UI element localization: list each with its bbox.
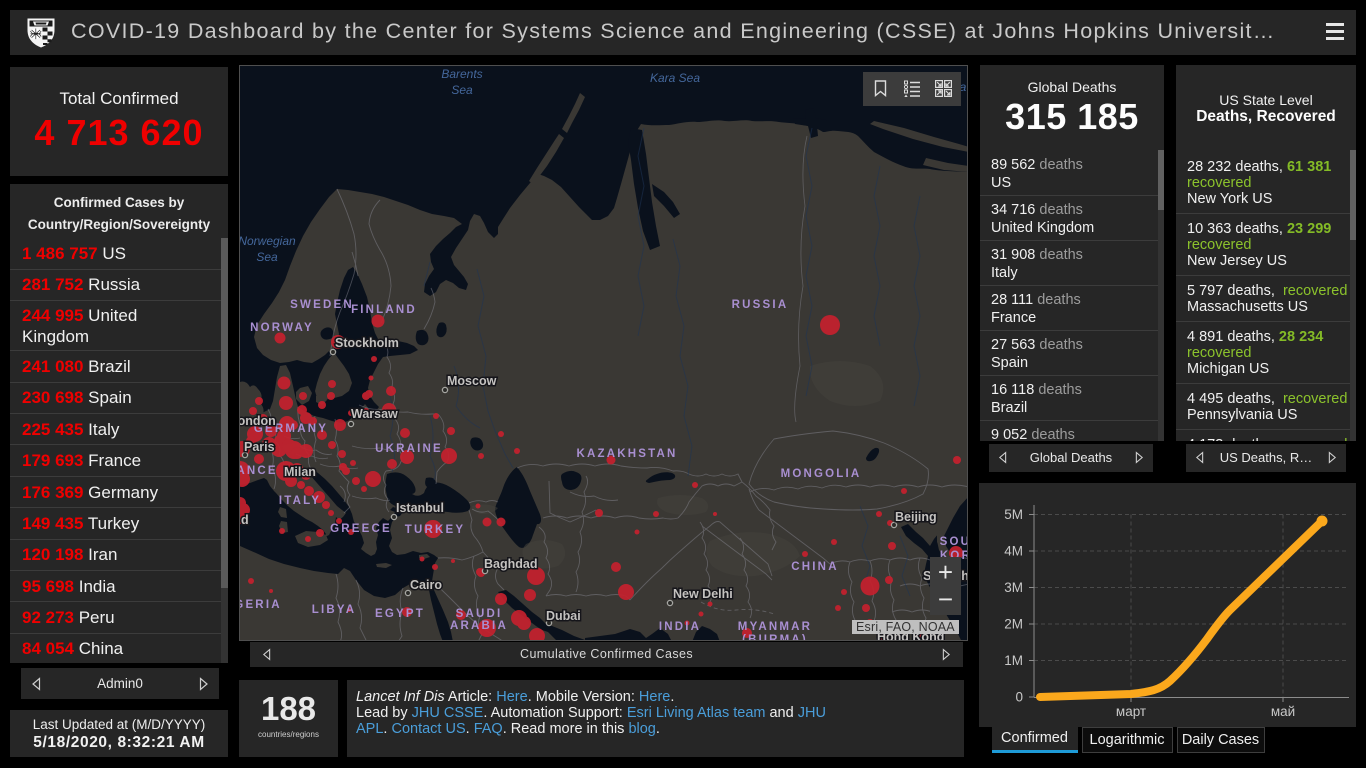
svg-text:London: London xyxy=(240,414,276,428)
svg-text:Sea: Sea xyxy=(451,83,473,97)
svg-text:NORWAY: NORWAY xyxy=(250,322,314,334)
svg-text:2M: 2M xyxy=(1004,617,1023,632)
svg-text:Beijing: Beijing xyxy=(895,510,937,524)
svg-text:d: d xyxy=(241,513,249,527)
svg-text:Moscow: Moscow xyxy=(447,374,497,388)
svg-text:март: март xyxy=(1116,704,1146,719)
svg-text:SAUDI: SAUDI xyxy=(456,608,503,620)
svg-text:Kara Sea: Kara Sea xyxy=(650,71,700,85)
svg-text:ARABIA: ARABIA xyxy=(450,620,508,632)
svg-text:Barents: Barents xyxy=(441,67,482,81)
svg-text:RUSSIA: RUSSIA xyxy=(732,299,789,311)
svg-text:TURKEY: TURKEY xyxy=(405,524,465,536)
svg-text:EGYPT: EGYPT xyxy=(375,608,425,620)
svg-text:Stockholm: Stockholm xyxy=(335,336,399,350)
svg-text:GERMANY: GERMANY xyxy=(254,423,328,435)
svg-text:KAZAKHSTAN: KAZAKHSTAN xyxy=(576,448,677,460)
svg-text:Dubai: Dubai xyxy=(546,609,581,623)
svg-text:Hong Kong: Hong Kong xyxy=(877,630,944,641)
svg-text:MYANMAR: MYANMAR xyxy=(738,621,812,633)
svg-text:(BURMA): (BURMA) xyxy=(742,634,808,641)
svg-text:INDIA: INDIA xyxy=(659,621,701,633)
svg-text:GREECE: GREECE xyxy=(330,523,392,535)
svg-text:GERIA: GERIA xyxy=(240,599,282,611)
svg-text:a: a xyxy=(960,80,967,94)
svg-text:New Delhi: New Delhi xyxy=(673,587,733,601)
svg-text:5M: 5M xyxy=(1004,507,1023,522)
svg-text:Warsaw: Warsaw xyxy=(351,407,398,421)
svg-text:ITALY: ITALY xyxy=(279,495,321,507)
svg-text:Paris: Paris xyxy=(244,440,275,454)
svg-text:4M: 4M xyxy=(1004,544,1023,559)
svg-text:Cairo: Cairo xyxy=(410,578,442,592)
svg-text:3M: 3M xyxy=(1004,580,1023,595)
svg-text:Istanbul: Istanbul xyxy=(396,501,444,515)
svg-text:LIBYA: LIBYA xyxy=(312,604,356,616)
svg-text:UKRAINE: UKRAINE xyxy=(375,443,443,455)
svg-text:Baghdad: Baghdad xyxy=(484,557,537,571)
svg-text:0: 0 xyxy=(1015,690,1023,705)
svg-text:Norwegian: Norwegian xyxy=(240,234,296,248)
svg-text:Sea: Sea xyxy=(256,250,278,264)
svg-text:CHINA: CHINA xyxy=(791,561,838,573)
svg-text:ANCE: ANCE xyxy=(240,465,278,477)
svg-text:май: май xyxy=(1271,704,1295,719)
svg-text:SOUT: SOUT xyxy=(940,536,968,548)
svg-text:FINLAND: FINLAND xyxy=(351,304,417,316)
svg-text:SWEDEN: SWEDEN xyxy=(290,299,354,311)
svg-text:1M: 1M xyxy=(1004,653,1023,668)
svg-text:MONGOLIA: MONGOLIA xyxy=(781,468,862,480)
svg-text:Milan: Milan xyxy=(284,465,316,479)
